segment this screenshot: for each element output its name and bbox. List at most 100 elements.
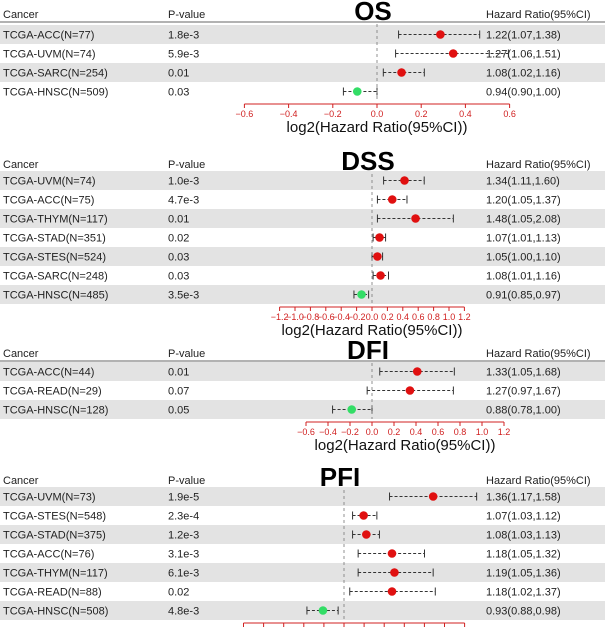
row-shade: [0, 525, 605, 544]
row-hazard-ratio: 0.88(0.78,1.00): [486, 405, 561, 417]
row-cancer: TCGA-ACC(N=76): [3, 549, 94, 561]
panel-dfi: Cancer P-value Hazard Ratio(95%CI) DFI TCGA-…: [0, 335, 605, 454]
panel-dss: Cancer P-value Hazard Ratio(95%CI)DSSTCGA-…: [0, 146, 605, 339]
row-pvalue: 4.7e-3: [168, 195, 199, 207]
row-shade: [0, 400, 605, 419]
hr-point: [412, 367, 422, 376]
hr-point: [387, 549, 397, 558]
row-pvalue: 4.8e-3: [168, 606, 199, 618]
row-hazard-ratio: 1.18(1.05,1.32): [486, 549, 561, 561]
panel-pfi: Cancer P-value Hazard Ratio(95%CI)PFITCGA-…: [0, 462, 605, 627]
row-hazard-ratio: 1.08(1.02,1.16): [486, 68, 561, 80]
row-hazard-ratio: 1.20(1.05,1.37): [486, 195, 561, 207]
row-cancer: TCGA-STES(N=548): [3, 511, 106, 523]
row-pvalue: 0.07: [168, 386, 189, 398]
row-cancer: TCGA-HNSC(N=128): [3, 405, 108, 417]
x-tick-label: 1.0: [476, 427, 489, 437]
row-cancer: TCGA-HNSC(N=508): [3, 606, 108, 618]
row-hazard-ratio: 1.19(1.05,1.36): [486, 568, 561, 580]
row-pvalue: 2.3e-4: [168, 511, 199, 523]
row-cancer: TCGA-STAD(N=375): [3, 530, 106, 542]
x-tick-label: 0.8: [454, 427, 467, 437]
header-pvalue: P-value: [168, 348, 205, 360]
x-tick-label: 0.4: [397, 312, 410, 322]
row-cancer: TCGA-HNSC(N=485): [3, 290, 108, 302]
hr-point: [411, 214, 420, 223]
row-pvalue: 1.9e-5: [168, 492, 199, 504]
hr-point: [436, 30, 445, 39]
x-tick-label: 1.2: [498, 427, 511, 437]
row-hazard-ratio: 1.34(1.11,1.60): [486, 176, 560, 188]
row-cancer: TCGA-STAD(N=351): [3, 233, 106, 245]
row-cancer: TCGA-ACC(N=75): [3, 195, 94, 207]
x-tick-label: −0.2: [324, 109, 342, 119]
hr-point: [376, 271, 385, 280]
row-pvalue: 1.2e-3: [168, 530, 199, 542]
x-tick-label: 0.4: [459, 109, 472, 119]
row-shade: [0, 209, 605, 228]
row-shade: [0, 285, 605, 304]
x-tick-label: 0.0: [371, 109, 384, 119]
x-tick-label: −0.6: [297, 427, 315, 437]
x-tick-label: −0.6: [317, 312, 335, 322]
row-shade: [0, 63, 605, 82]
x-tick-label: 1.2: [458, 312, 471, 322]
row-pvalue: 5.9e-3: [168, 49, 199, 61]
hr-point: [362, 530, 371, 539]
row-hazard-ratio: 0.94(0.90,1.00): [486, 87, 561, 99]
row-shade: [0, 25, 605, 44]
hr-point: [347, 405, 357, 414]
panel-title: DFI: [347, 335, 389, 365]
row-pvalue: 0.01: [168, 367, 189, 379]
row-hazard-ratio: 1.36(1.17,1.58): [486, 492, 561, 504]
x-tick-label: 0.2: [415, 109, 428, 119]
header-cancer: Cancer: [3, 475, 39, 487]
x-axis-label: log2(Hazard Ratio(95%CI)): [315, 437, 496, 454]
header-cancer: Cancer: [3, 348, 39, 360]
hr-point: [405, 386, 415, 395]
hr-point: [448, 49, 458, 58]
hr-point: [375, 233, 384, 242]
header-hazard-ratio: Hazard Ratio(95%CI): [486, 348, 591, 360]
header-hazard-ratio: Hazard Ratio(95%CI): [486, 475, 591, 487]
hr-point: [352, 87, 362, 96]
row-cancer: TCGA-ACC(N=77): [3, 30, 94, 42]
header-pvalue: P-value: [168, 159, 205, 171]
row-pvalue: 0.03: [168, 252, 189, 264]
hr-point: [359, 511, 368, 520]
x-tick-label: −0.4: [332, 312, 350, 322]
row-cancer: TCGA-ACC(N=44): [3, 367, 94, 379]
row-hazard-ratio: 0.93(0.88,0.98): [486, 606, 561, 618]
header-cancer: Cancer: [3, 9, 39, 21]
x-axis-label: log2(Hazard Ratio(95%CI)): [287, 119, 468, 136]
hr-point: [428, 492, 438, 501]
x-tick-label: 0.0: [366, 427, 379, 437]
row-hazard-ratio: 1.07(1.03,1.12): [486, 511, 561, 523]
hr-point: [397, 68, 406, 77]
hr-point: [387, 587, 397, 596]
hr-point: [390, 568, 399, 577]
row-cancer: TCGA-THYM(N=117): [3, 214, 108, 226]
row-pvalue: 3.5e-3: [168, 290, 199, 302]
x-tick-label: 0.2: [381, 312, 394, 322]
header-hazard-ratio: Hazard Ratio(95%CI): [486, 159, 591, 171]
row-shade: [0, 247, 605, 266]
x-tick-label: −0.2: [348, 312, 366, 322]
hr-point: [318, 606, 328, 615]
row-hazard-ratio: 1.07(1.01,1.13): [486, 233, 561, 245]
row-hazard-ratio: 1.05(1.00,1.10): [486, 252, 561, 264]
row-hazard-ratio: 1.33(1.05,1.68): [486, 367, 561, 379]
row-cancer: TCGA-SARC(N=248): [3, 271, 108, 283]
header-pvalue: P-value: [168, 9, 205, 21]
header-hazard-ratio: Hazard Ratio(95%CI): [486, 9, 591, 21]
row-shade: [0, 563, 605, 582]
row-hazard-ratio: 1.22(1.07,1.38): [486, 30, 561, 42]
row-pvalue: 0.03: [168, 271, 189, 283]
row-cancer: TCGA-STES(N=524): [3, 252, 106, 264]
x-tick-label: −1.2: [271, 312, 289, 322]
x-tick-label: −1.0: [286, 312, 304, 322]
x-axis-label: log2(Hazard Ratio(95%CI)): [282, 322, 463, 339]
x-tick-label: 0.6: [412, 312, 425, 322]
row-pvalue: 0.01: [168, 214, 189, 226]
